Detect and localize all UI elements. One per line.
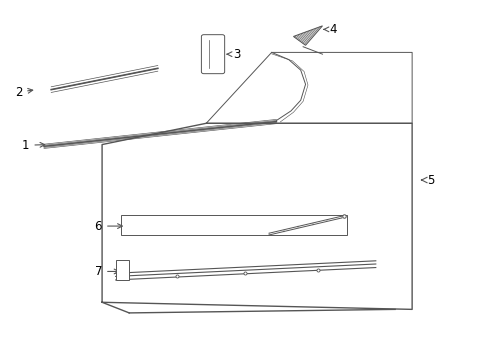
Text: 3: 3 xyxy=(227,48,240,61)
Polygon shape xyxy=(294,26,322,45)
Bar xyxy=(122,215,347,235)
Text: 6: 6 xyxy=(95,220,122,233)
Text: 5: 5 xyxy=(427,174,434,186)
Text: 1: 1 xyxy=(22,139,45,152)
Bar xyxy=(116,260,129,280)
Text: 4: 4 xyxy=(324,23,337,36)
Text: 2: 2 xyxy=(15,86,33,99)
FancyBboxPatch shape xyxy=(201,35,224,74)
Text: 7: 7 xyxy=(95,265,119,278)
